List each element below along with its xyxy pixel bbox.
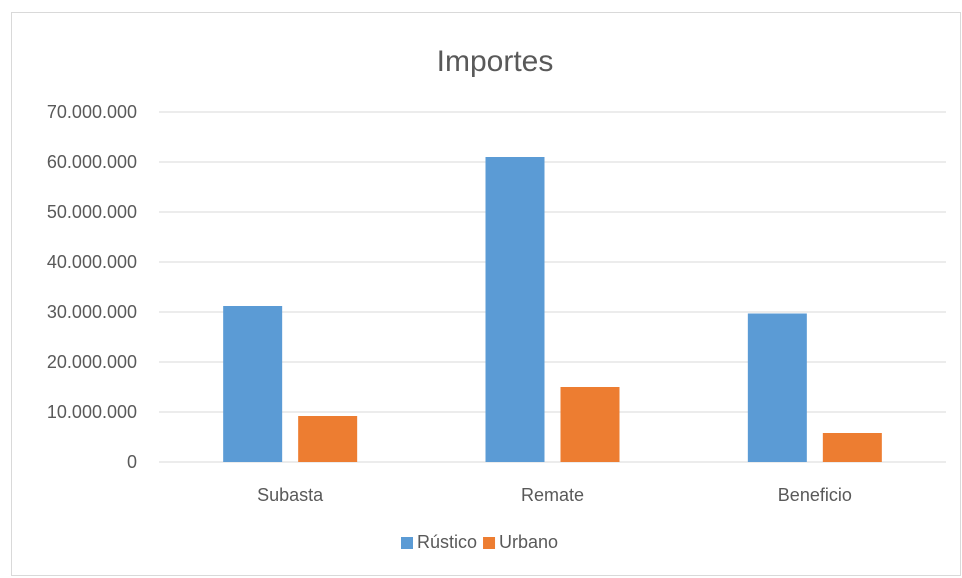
x-axis-category-labels: Subasta Remate Beneficio — [257, 485, 852, 505]
x-category-label: Beneficio — [778, 485, 852, 505]
bar-subasta-rustico — [223, 306, 283, 462]
bar-remate-urbano — [560, 387, 620, 462]
y-tick-label: 50.000.000 — [47, 202, 137, 222]
y-axis-tick-labels: 0 10.000.000 20.000.000 30.000.000 40.000.00… — [47, 102, 137, 472]
legend-label: Urbano — [499, 532, 558, 552]
y-tick-label: 30.000.000 — [47, 302, 137, 322]
legend-swatch — [401, 537, 413, 549]
y-tick-label: 10.000.000 — [47, 402, 137, 422]
y-tick-label: 0 — [127, 452, 137, 472]
gridlines — [159, 111, 946, 463]
legend-label: Rústico — [417, 532, 477, 552]
y-tick-label: 40.000.000 — [47, 252, 137, 272]
y-tick-label: 70.000.000 — [47, 102, 137, 122]
chart-title: Importes — [437, 45, 554, 78]
bars — [223, 157, 882, 462]
bar-subasta-urbano — [298, 416, 358, 462]
legend-item: Urbano — [483, 532, 558, 552]
x-category-label: Remate — [521, 485, 584, 505]
bar-remate-rustico — [485, 157, 545, 462]
y-tick-label: 20.000.000 — [47, 352, 137, 372]
legend-item: Rústico — [401, 532, 477, 552]
legend-swatch — [483, 537, 496, 549]
x-category-label: Subasta — [257, 485, 324, 505]
bar-beneficio-urbano — [822, 433, 882, 462]
legend: Rústico Urbano — [401, 532, 558, 552]
bar-beneficio-rustico — [747, 313, 807, 462]
y-tick-label: 60.000.000 — [47, 152, 137, 172]
